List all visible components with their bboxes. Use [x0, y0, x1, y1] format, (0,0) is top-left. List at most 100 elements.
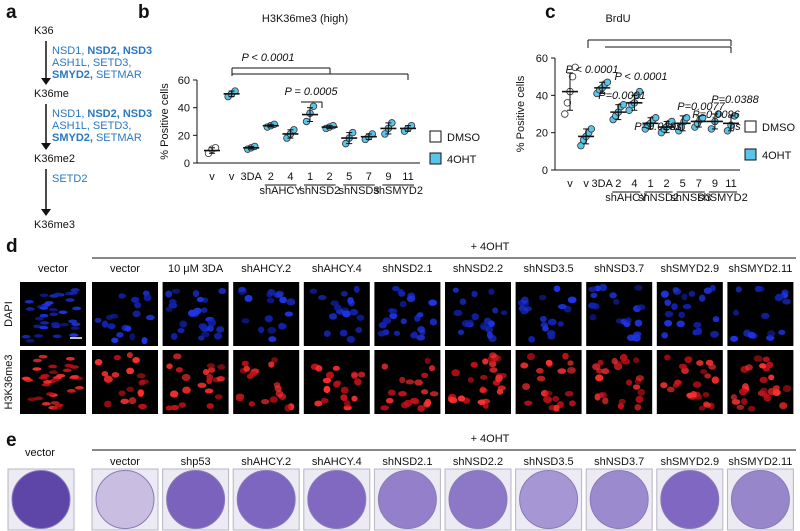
nucleus [72, 306, 82, 311]
nucleus [673, 379, 683, 386]
column-label: shSMYD2.11 [728, 456, 792, 468]
nucleus [315, 365, 323, 372]
nucleus [56, 373, 66, 378]
nucleus [104, 400, 112, 408]
nucleus [772, 385, 780, 391]
nucleus [216, 326, 225, 333]
nucleus [424, 357, 431, 365]
nucleus [48, 364, 58, 369]
nucleus [528, 336, 536, 343]
nucleus [682, 303, 692, 310]
treatment-header: + 4OHT [471, 433, 510, 445]
y-tick-label: 20 [536, 128, 548, 140]
nucleus [698, 294, 706, 302]
nucleus [524, 400, 533, 406]
nucleus [49, 312, 59, 317]
column-label: shp53 [181, 456, 211, 468]
nucleus [767, 330, 776, 338]
nucleus [543, 395, 553, 404]
nucleus [495, 374, 503, 383]
nucleus [24, 378, 34, 382]
p-value: P=0.0096 [692, 109, 740, 121]
x-tick-label: v [567, 178, 573, 190]
nucleus [323, 330, 331, 338]
nucleus [71, 322, 81, 326]
nucleus [702, 391, 710, 398]
micrograph [586, 282, 653, 346]
nucleus [618, 398, 626, 405]
nucleus [479, 322, 489, 330]
column-label: shNSD2.2 [453, 456, 503, 468]
nucleus [34, 396, 44, 401]
x-tick-label: 2 [615, 178, 621, 190]
nucleus [341, 394, 348, 402]
nucleus [635, 395, 644, 404]
nucleus [567, 296, 577, 304]
nucleus [53, 292, 63, 297]
column-label: shNSD2.1 [382, 456, 432, 468]
nucleus [241, 318, 250, 324]
nucleus [768, 374, 775, 381]
nucleus [261, 398, 270, 405]
legend-label: 4OHT [447, 154, 477, 166]
nucleus [346, 335, 356, 343]
nucleus [671, 303, 678, 311]
nucleus [32, 358, 42, 363]
nucleus [421, 372, 429, 379]
nucleus [141, 337, 148, 345]
nucleus [175, 367, 183, 373]
x-tick-label: 2 [327, 171, 333, 183]
enzyme-line: SMYD2, SETMAR [52, 132, 142, 144]
panel-letter: c [545, 2, 556, 23]
p-value: P=0.0388 [711, 94, 759, 106]
x-tick-label: 3DA [591, 178, 613, 190]
nucleus [118, 390, 126, 397]
nucleus [389, 308, 398, 314]
nucleus [526, 352, 535, 361]
nucleus [731, 399, 741, 405]
nucleus [633, 331, 642, 337]
data-point [309, 102, 318, 110]
nucleus [553, 285, 561, 292]
y-tick-label: 0 [542, 165, 548, 177]
nucleus [488, 288, 495, 295]
arrow-head [41, 209, 51, 216]
nucleus [676, 320, 685, 328]
nucleus [520, 362, 529, 369]
x-tick-label: 9 [385, 171, 391, 183]
x-tick-label: 9 [712, 178, 718, 190]
nucleus [41, 382, 51, 387]
column-label: vector [110, 263, 140, 275]
nucleus [613, 298, 620, 305]
left-header: vector [38, 263, 68, 275]
nucleus [595, 374, 604, 382]
nucleus [486, 331, 493, 339]
nucleus [69, 365, 79, 369]
nucleus [173, 353, 182, 360]
nucleus [39, 325, 49, 330]
nucleus [489, 352, 497, 359]
legend-label: DMSO [762, 122, 795, 134]
nucleus [218, 287, 227, 295]
nucleus [286, 298, 296, 306]
nucleus [27, 397, 37, 402]
nucleus [738, 388, 748, 396]
nucleus [634, 319, 643, 327]
group-label: shNSD3 [339, 185, 380, 197]
nucleus [400, 401, 409, 409]
nucleus [633, 357, 640, 364]
nucleus [137, 389, 144, 397]
nucleus [249, 370, 258, 377]
nucleus [698, 405, 706, 411]
nucleus [547, 318, 557, 326]
legend-swatch [744, 120, 757, 133]
nucleus [39, 293, 49, 298]
nucleus [111, 372, 120, 378]
state-label: K36 [34, 25, 54, 37]
enzyme: SMYD2, [52, 132, 93, 144]
x-tick-label: 1 [307, 171, 313, 183]
nucleus [471, 313, 479, 321]
nucleus [599, 283, 608, 292]
nucleus [660, 290, 669, 298]
nucleus [730, 335, 739, 342]
